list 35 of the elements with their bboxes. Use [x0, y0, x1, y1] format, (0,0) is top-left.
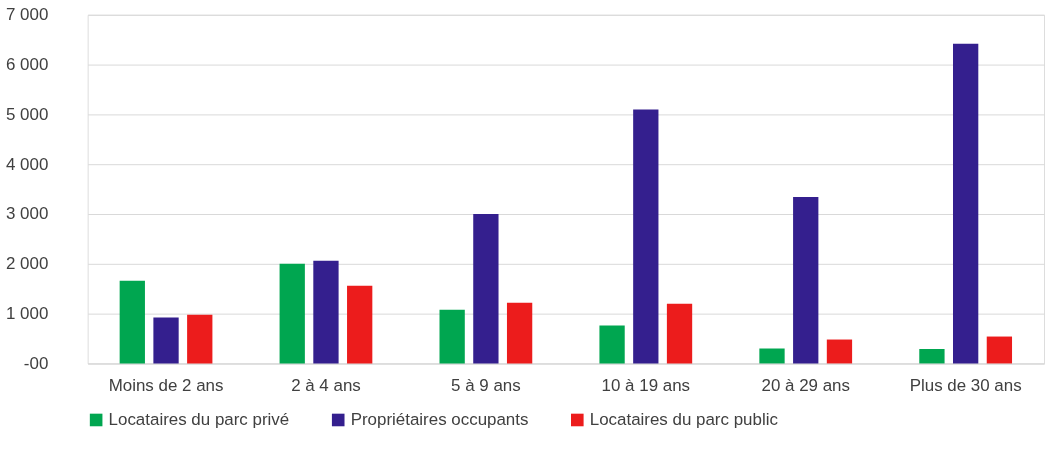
y-tick-label: 7 000	[5, 5, 49, 25]
x-tick-label: 5 à 9 ans	[451, 375, 521, 395]
y-tick-label: 6 000	[5, 55, 49, 75]
x-tick-label: 20 à 29 ans	[761, 375, 850, 395]
x-tick-label: Plus de 30 ans	[909, 375, 1022, 395]
bar	[506, 302, 533, 364]
x-tick-label: Moins de 2 ans	[108, 375, 224, 395]
bar	[953, 43, 979, 364]
bar	[347, 285, 373, 364]
legend-label: Propriétaires occupants	[350, 409, 529, 429]
bar	[633, 109, 659, 364]
bar	[279, 263, 305, 364]
bar	[599, 325, 625, 364]
y-tick-label: 3 000	[5, 204, 49, 224]
bar	[187, 314, 213, 364]
legend-label: Locataires du parc public	[589, 409, 779, 429]
bar	[666, 303, 693, 364]
legend-label: Locataires du parc privé	[108, 409, 290, 429]
bar	[153, 317, 179, 364]
y-tick-label: 4 000	[5, 154, 49, 174]
bar	[826, 339, 853, 364]
bar	[119, 280, 145, 364]
bar	[439, 309, 465, 364]
y-tick-label: -00	[23, 353, 49, 373]
y-tick-label: 2 000	[5, 254, 49, 274]
bar	[986, 336, 1013, 364]
bar	[313, 260, 339, 364]
x-tick-label: 2 à 4 ans	[291, 375, 361, 395]
y-tick-label: 1 000	[5, 304, 49, 324]
bar	[919, 349, 945, 364]
bar	[473, 214, 499, 364]
x-tick-label: 10 à 19 ans	[601, 375, 691, 395]
bar	[793, 197, 819, 364]
y-tick-label: 5 000	[5, 104, 49, 124]
bar	[759, 348, 785, 364]
